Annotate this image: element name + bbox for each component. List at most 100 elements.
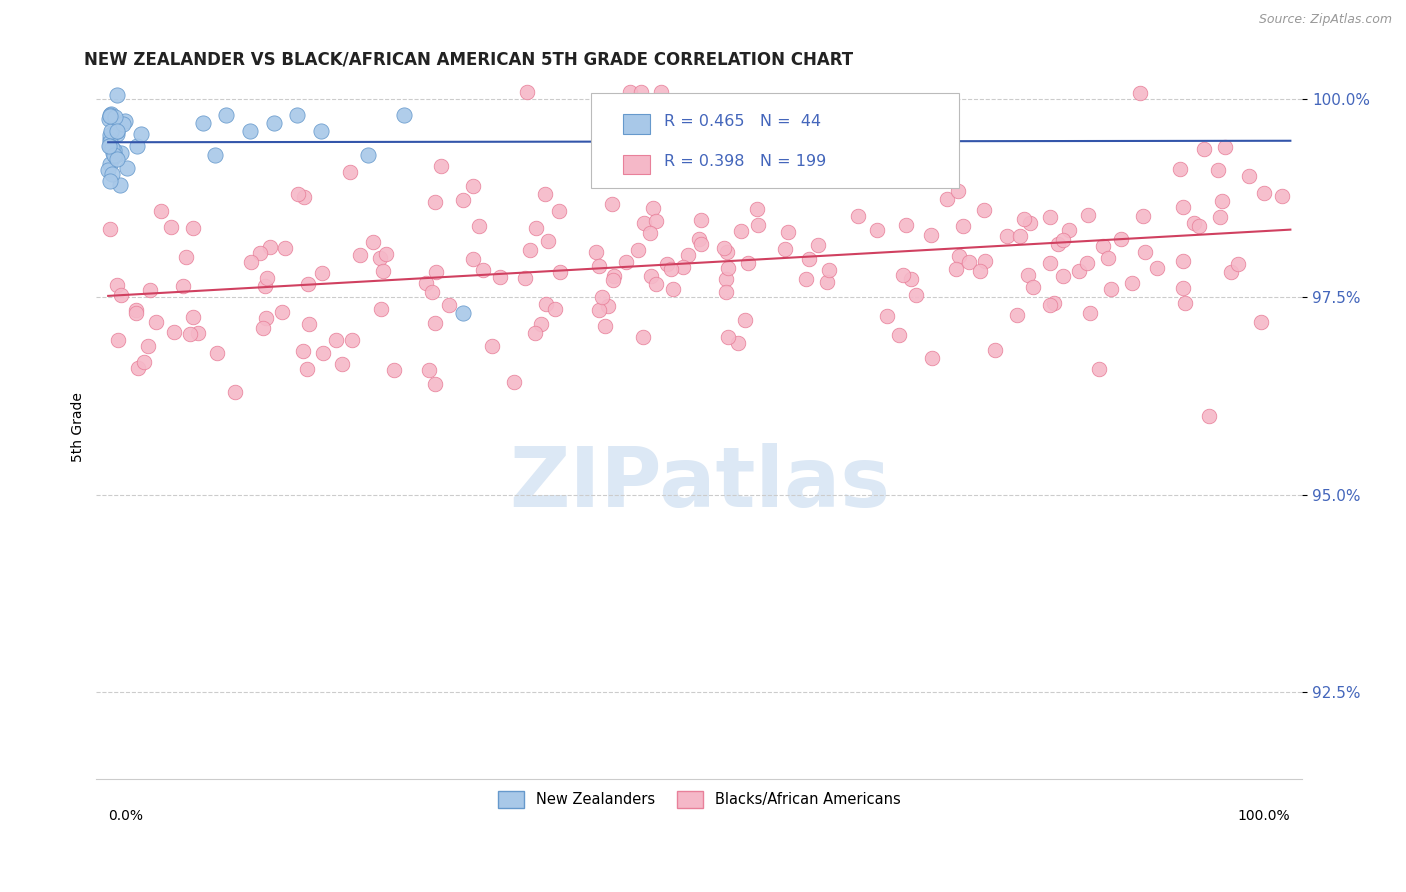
Point <box>423 377 446 392</box>
Point <box>688 108 710 122</box>
Point <box>1220 265 1243 279</box>
Point <box>104 149 127 163</box>
Point <box>644 214 666 228</box>
Point <box>1171 200 1194 214</box>
Point <box>108 178 131 193</box>
Point <box>550 265 572 279</box>
Point <box>215 108 238 122</box>
Point <box>97 163 120 178</box>
Point <box>430 159 453 173</box>
Point <box>292 190 315 204</box>
Point <box>1211 194 1233 209</box>
Point <box>263 116 285 130</box>
Point <box>1052 269 1074 284</box>
Point <box>271 304 294 318</box>
Point <box>655 257 678 271</box>
Point <box>588 303 610 318</box>
Point <box>131 128 153 142</box>
Point <box>730 224 752 238</box>
Point <box>297 317 319 331</box>
Point <box>98 157 121 171</box>
Point <box>425 265 447 279</box>
Point <box>894 219 917 233</box>
Point <box>1215 139 1237 153</box>
Point <box>1253 186 1275 200</box>
Text: R = 0.398   N = 199: R = 0.398 N = 199 <box>664 154 827 169</box>
Point <box>591 290 613 304</box>
Point <box>239 124 262 138</box>
Point <box>101 146 124 161</box>
Point <box>105 88 128 103</box>
Point <box>252 321 274 335</box>
Point <box>187 326 209 340</box>
Point <box>714 285 737 299</box>
Point <box>1012 211 1035 226</box>
Point <box>1099 282 1122 296</box>
Point <box>423 194 446 209</box>
Point <box>98 107 121 121</box>
Point <box>98 109 121 123</box>
Point <box>866 223 889 237</box>
Point <box>588 259 610 273</box>
Point <box>330 357 353 371</box>
Point <box>139 283 162 297</box>
Point <box>145 315 167 329</box>
Point <box>183 221 205 235</box>
Point <box>544 301 567 316</box>
Point <box>1039 210 1062 224</box>
Legend: New Zealanders, Blacks/African Americans: New Zealanders, Blacks/African Americans <box>492 785 907 814</box>
Point <box>285 108 308 122</box>
Point <box>734 313 756 327</box>
Point <box>900 271 922 285</box>
Point <box>254 311 277 326</box>
Point <box>948 249 970 263</box>
Point <box>104 110 127 124</box>
Point <box>1171 254 1194 268</box>
Point <box>207 346 229 360</box>
Point <box>1077 209 1099 223</box>
Point <box>883 112 905 127</box>
Point <box>191 116 214 130</box>
Point <box>100 107 122 121</box>
Point <box>1052 233 1074 247</box>
Point <box>984 343 1007 358</box>
Point <box>249 245 271 260</box>
Point <box>690 237 713 252</box>
Point <box>1132 210 1154 224</box>
Point <box>920 227 942 242</box>
Point <box>163 325 186 339</box>
Point <box>105 152 128 166</box>
Point <box>688 232 710 246</box>
Point <box>519 243 541 257</box>
Point <box>98 139 121 153</box>
Point <box>256 271 278 285</box>
Point <box>794 272 817 286</box>
Point <box>1047 236 1070 251</box>
Point <box>717 330 740 344</box>
Point <box>100 124 122 138</box>
Point <box>124 302 146 317</box>
Point <box>713 241 735 255</box>
Point <box>468 219 491 233</box>
Point <box>585 245 607 260</box>
Point <box>311 345 333 359</box>
Point <box>887 328 910 343</box>
Point <box>1067 264 1090 278</box>
Point <box>370 252 392 266</box>
Point <box>107 334 129 348</box>
Point <box>619 85 641 99</box>
Point <box>716 272 738 286</box>
Point <box>602 273 624 287</box>
Point <box>98 132 121 146</box>
Point <box>114 114 136 128</box>
Point <box>935 192 957 206</box>
Point <box>948 184 970 198</box>
Point <box>745 202 768 216</box>
Point <box>103 143 125 157</box>
Point <box>98 135 121 149</box>
Point <box>921 351 943 366</box>
Point <box>773 242 796 256</box>
Point <box>453 193 475 207</box>
Point <box>311 266 333 280</box>
Point <box>516 85 538 99</box>
